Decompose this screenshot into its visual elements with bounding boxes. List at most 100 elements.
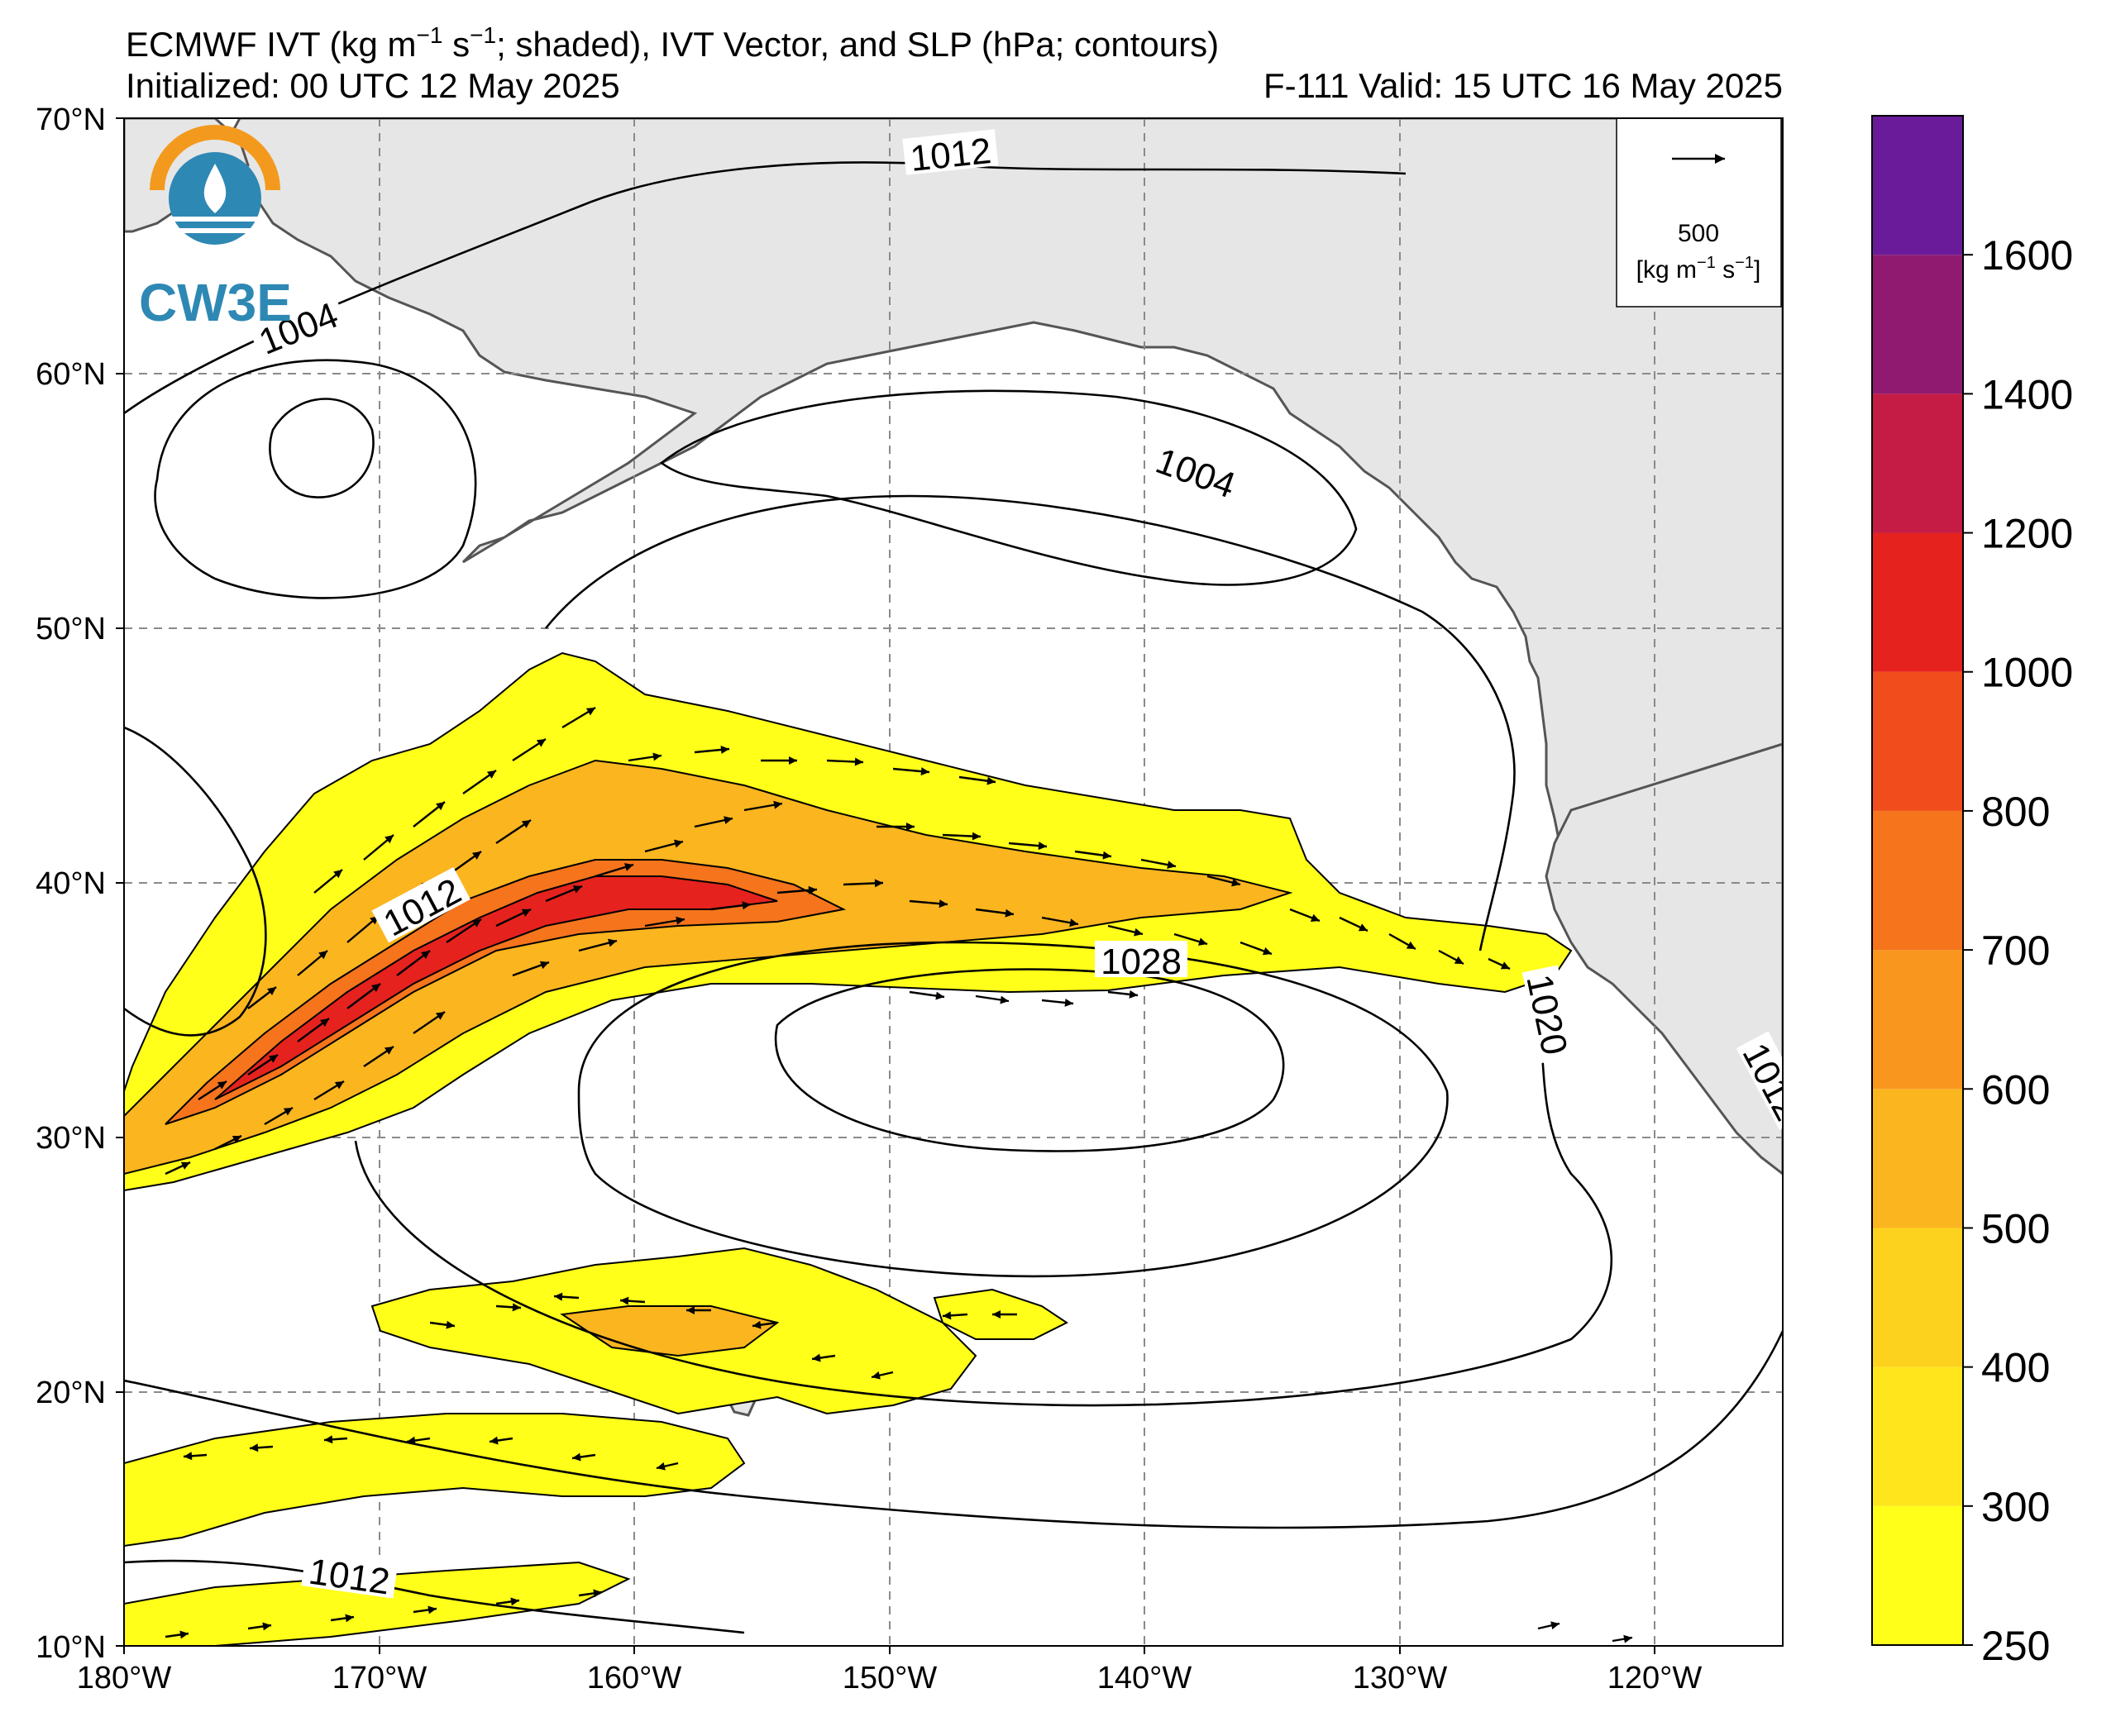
colorbar-segment — [1872, 671, 1963, 811]
lat-label: 50°N — [36, 612, 106, 646]
ivt-vector-arrow — [264, 1106, 294, 1126]
contour-label-1028: 1028 — [1101, 942, 1182, 982]
ivt-vector-arrow — [752, 1320, 778, 1329]
latitude-labels: 70°N 60°N 50°N 40°N 30°N 20°N 10°N — [36, 103, 124, 1665]
ivt-vector-arrow — [1107, 924, 1144, 937]
lon-label: 150°W — [843, 1661, 938, 1695]
ivt-vector-arrow — [553, 1292, 580, 1301]
ivt-vector-arrow — [489, 1436, 513, 1445]
ivt-vector-arrow — [1206, 875, 1241, 887]
ivt-vector-arrow — [413, 801, 446, 827]
colorbar-tick-label: 250 — [1981, 1623, 2050, 1669]
ivt-vector-arrow — [958, 775, 996, 785]
colorbar-tick-label: 1600 — [1981, 232, 2073, 279]
map-panel: 1012 1004 1004 1012 1028 1020 — [124, 118, 1783, 1646]
ivt-vector-arrow — [743, 800, 783, 812]
lat-label: 10°N — [36, 1630, 106, 1665]
colorbar-segment — [1872, 1505, 1963, 1645]
ivt-shade-sub-5 — [560, 1305, 780, 1357]
lon-label: 120°W — [1607, 1661, 1703, 1695]
lon-label: 170°W — [332, 1661, 427, 1695]
colorbar-segment — [1872, 116, 1963, 255]
ivt-vector-arrow — [1339, 916, 1368, 932]
ivt-vector-arrow — [1041, 916, 1079, 928]
ivt-vector-arrow — [462, 770, 497, 794]
ivt-vector-arrow — [628, 752, 662, 762]
slp-contour-1012-south — [124, 1559, 745, 1634]
colorbar-frame — [1871, 115, 1964, 1646]
slp-contours — [124, 161, 1783, 1634]
ivt-vector-arrow — [1488, 957, 1511, 971]
ivt-shade-400 — [124, 759, 1293, 1176]
lat-label: 40°N — [36, 866, 106, 901]
ivt-vectors — [165, 706, 1633, 1643]
lon-label: 160°W — [587, 1661, 682, 1695]
ivt-vector-arrow — [811, 1353, 836, 1362]
ivt-vector-arrow — [297, 950, 328, 976]
colorbar-tick-label: 300 — [1981, 1484, 2050, 1530]
ivt-vector-arrow — [165, 1161, 191, 1176]
ivt-vector-arrow — [909, 899, 948, 909]
ivt-vector-arrow — [578, 1589, 603, 1598]
lat-label: 20°N — [36, 1376, 106, 1410]
ivt-vector-arrow — [183, 1452, 208, 1461]
colorbar-segment — [1872, 950, 1963, 1090]
ivt-vector-arrow — [545, 885, 583, 903]
logo-text: CW3E — [139, 273, 292, 332]
colorbar-segment — [1872, 1366, 1963, 1506]
ivt-vector-arrow — [578, 938, 618, 952]
ivt-vector-arrow — [876, 823, 915, 831]
drop-icon — [203, 164, 227, 213]
ivt-vector-arrow — [249, 1443, 274, 1452]
ivt-shading — [124, 651, 1573, 1646]
colorbar-segment — [1872, 255, 1963, 394]
slp-contour-1024 — [577, 941, 1449, 1278]
ivt-vector-arrow — [214, 1134, 242, 1151]
ivt-vector-arrow — [1041, 998, 1074, 1007]
ivt-vector-arrow — [198, 1080, 227, 1101]
ivt-vector-arrow — [871, 1371, 894, 1380]
colorbar-tick-label: 1400 — [1981, 371, 2073, 417]
ivt-vector-arrow — [761, 756, 797, 765]
ivt-vector-arrow — [363, 1046, 394, 1067]
ivt-vector-arrow — [1173, 932, 1208, 946]
colorbar-tick-label: 700 — [1981, 928, 2050, 974]
ivt-vector-arrow — [686, 1306, 711, 1314]
ivt-vector-arrow — [247, 1054, 279, 1075]
ivt-vector-arrow — [323, 1435, 348, 1444]
ivt-shade-1000 — [214, 875, 778, 1100]
ivt-vector-arrow — [330, 1614, 355, 1623]
colorbar — [1871, 115, 1964, 1646]
colorbar-tick-label: 1200 — [1981, 511, 2073, 557]
slp-contour-1004-west — [154, 359, 477, 599]
ivt-vector-arrow — [247, 986, 277, 1009]
ivt-vector-arrow — [1537, 1621, 1560, 1630]
colorbar-segment — [1872, 810, 1963, 951]
ivt-vector-arrow — [975, 908, 1015, 918]
slp-contour-low-center — [269, 398, 375, 498]
colorbar-tick-label: 600 — [1981, 1066, 2050, 1113]
colorbar-tick-label: 800 — [1981, 789, 2050, 835]
colorbar-segment — [1872, 393, 1963, 533]
ivt-vector-arrow — [413, 1605, 437, 1614]
slp-contour-1020-mid — [544, 494, 1516, 951]
colorbar-segment — [1872, 1089, 1963, 1228]
initialized-label: Initialized: 00 UTC 12 May 2025 — [126, 66, 620, 105]
longitude-labels: 180°W 170°W 160°W 150°W 140°W 130°W 120°… — [77, 1646, 1703, 1695]
slp-contour-1028-high — [774, 968, 1285, 1152]
ivt-vector-arrow — [1438, 949, 1464, 966]
ivt-vector-arrow — [644, 916, 685, 928]
reference-units: [kg m−1 s−1] — [1636, 254, 1761, 284]
ivt-vector-arrow — [1074, 850, 1112, 860]
ivt-vector-arrow — [710, 901, 752, 911]
ivt-vector-arrow — [346, 983, 381, 1009]
reference-value: 500 — [1678, 220, 1719, 247]
ivt-vector-arrow — [892, 767, 930, 776]
ivt-vector-arrow — [656, 1462, 679, 1471]
ivt-vector-arrow — [429, 1320, 456, 1329]
colorbar-tick-label: 400 — [1981, 1345, 2050, 1391]
ivt-vector-arrow — [1008, 842, 1048, 851]
reference-vector-box: 500 [kg m−1 s−1] — [1616, 118, 1782, 308]
ivt-vector-arrow — [406, 1436, 431, 1445]
colorbar-ticks: 250 300 400 500 600 700 800 1000 1200 1400 1600 — [1963, 232, 2073, 1669]
